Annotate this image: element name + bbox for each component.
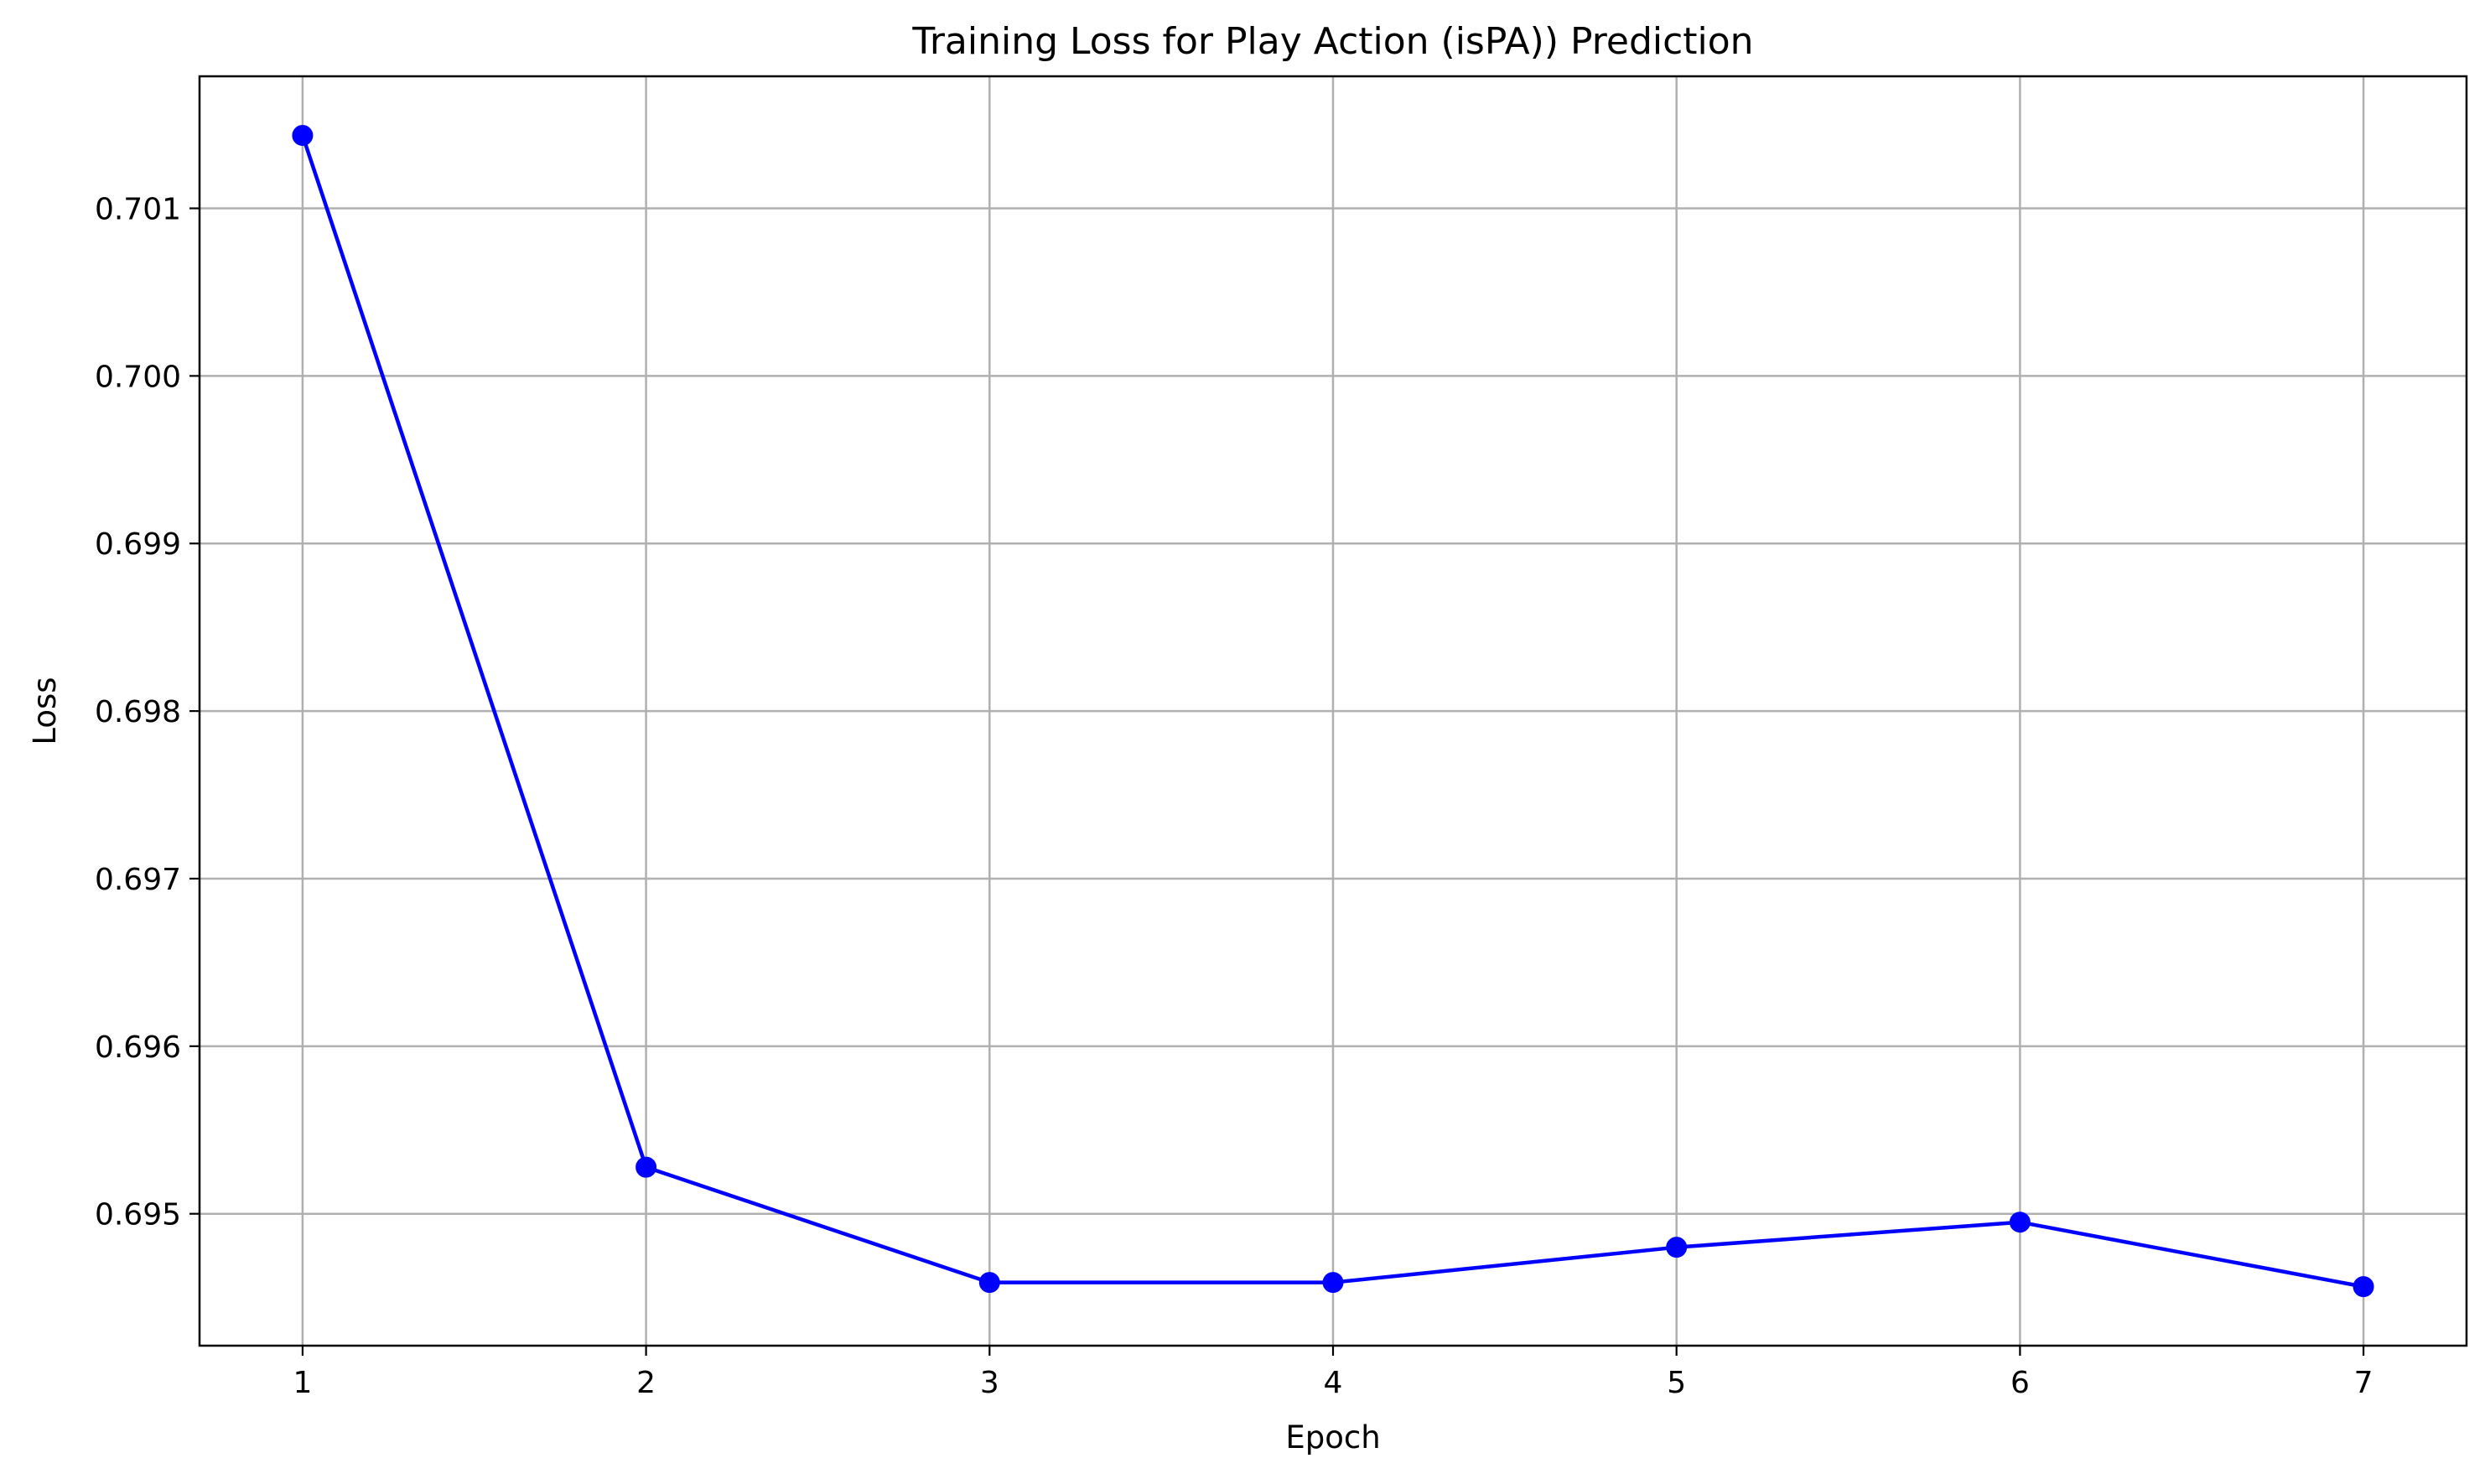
x-tick-label: 7 (2354, 1366, 2373, 1400)
data-point (635, 1156, 657, 1178)
x-tick-label: 3 (980, 1366, 999, 1400)
x-tick-label: 6 (2010, 1366, 2030, 1400)
x-axis-label: Epoch (1285, 1419, 1380, 1455)
y-tick-label: 0.697 (95, 863, 181, 897)
y-axis-label: Loss (27, 677, 63, 745)
y-tick-label: 0.696 (95, 1030, 181, 1065)
y-tick-label: 0.699 (95, 527, 181, 562)
y-tick-label: 0.695 (95, 1198, 181, 1232)
data-point (292, 125, 314, 147)
x-tick-label: 4 (1324, 1366, 1343, 1400)
x-tick-label: 2 (636, 1366, 656, 1400)
data-point (2009, 1212, 2031, 1233)
y-tick-label: 0.698 (95, 695, 181, 729)
y-tick-label: 0.701 (95, 192, 181, 226)
data-point (1666, 1237, 1688, 1258)
chart-title: Training Loss for Play Action (isPA)) Pr… (911, 20, 1753, 63)
x-tick-label: 5 (1667, 1366, 1686, 1400)
x-tick-label: 1 (293, 1366, 312, 1400)
data-point (1322, 1272, 1344, 1294)
data-point (978, 1272, 1000, 1294)
y-tick-label: 0.700 (95, 360, 181, 394)
data-point (2353, 1276, 2374, 1298)
